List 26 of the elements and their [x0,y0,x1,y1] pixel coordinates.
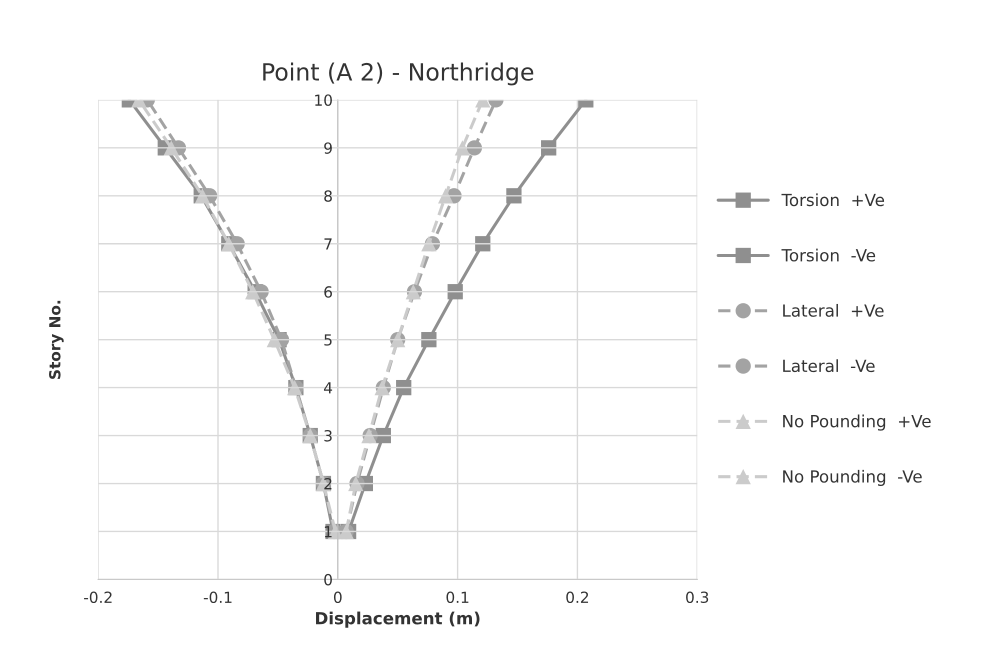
y-tick-label: 0 [324,574,332,586]
x-tick-label: 0.1 [446,591,468,604]
y-tick-label: 3 [324,430,332,442]
legend-label: Lateral +Ve [783,304,884,317]
y-tick-label: 1 [324,526,332,538]
x-tick-label: -0.2 [84,591,112,604]
legend-label: Lateral -Ve [783,359,875,372]
y-tick-label: 6 [324,286,332,298]
y-tick-label: 8 [324,190,332,202]
legend-label: Torsion -Ve [781,248,876,262]
legend-label: No Pounding -Ve [783,470,922,486]
y-tick-label: 2 [324,478,332,490]
y-tick-label: 9 [324,142,332,154]
x-axis-title: Displacement (m) [316,612,480,628]
legend-label: No Pounding +Ve [783,414,931,431]
legend-label: Torsion +Ve [781,193,884,206]
x-tick-label: -0.1 [204,591,232,604]
y-tick-label: 5 [324,334,332,346]
y-axis-title: Story No. [49,300,64,379]
x-tick-label: 0 [334,591,342,604]
y-tick-label: 7 [324,238,332,250]
chart-title: Point (A 2) - Northridge [263,62,534,86]
x-tick-label: 0.3 [686,591,708,604]
y-tick-label: 10 [315,94,332,106]
y-tick-label: 4 [324,382,332,394]
x-tick-label: 0.2 [566,591,588,604]
